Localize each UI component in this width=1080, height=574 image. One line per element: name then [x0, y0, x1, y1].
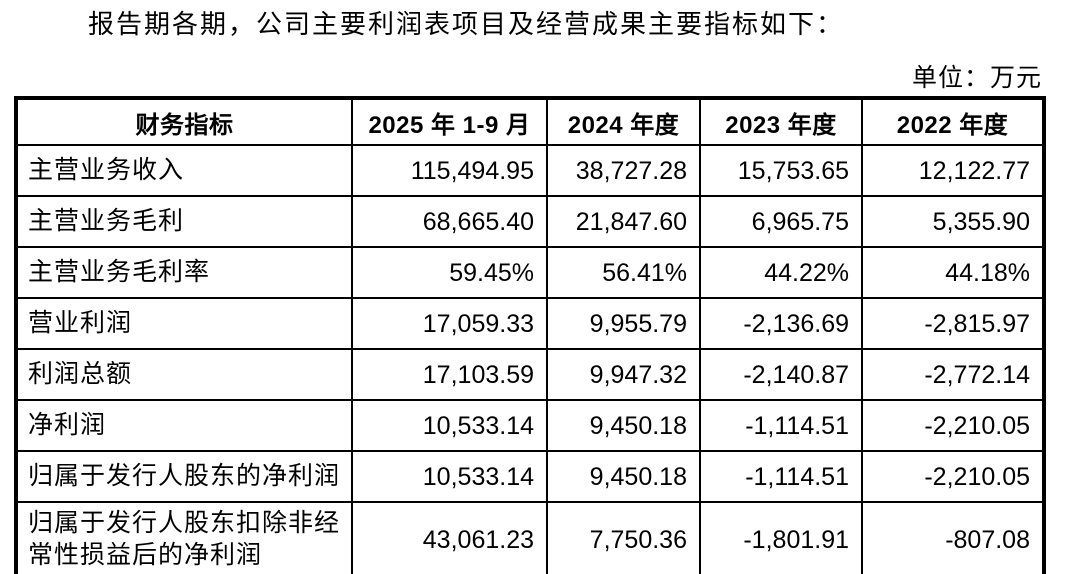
table-row: 主营业务毛利率 59.45% 56.41% 44.22% 44.18% — [15, 246, 1045, 299]
cell-value: -2,772.14 — [861, 348, 1045, 401]
cell-value: -2,136.69 — [699, 297, 863, 350]
cell-value: 9,450.18 — [546, 399, 701, 452]
cell-value: 38,727.28 — [546, 144, 701, 197]
table-row: 利润总额 17,103.59 9,947.32 -2,140.87 -2,772… — [15, 348, 1045, 401]
unit-label: 单位：万元 — [911, 65, 1042, 92]
table-row: 归属于发行人股东的净利润 10,533.14 9,450.18 -1,114.5… — [15, 450, 1045, 503]
cell-value: 44.18% — [861, 246, 1045, 299]
table-row: 净利润 10,533.14 9,450.18 -1,114.51 -2,210.… — [15, 399, 1045, 452]
table-row: 归属于发行人股东扣除非经常性损益后的净利润 43,061.23 7,750.36… — [15, 501, 1045, 574]
column-header-indicator: 财务指标 — [15, 97, 353, 146]
cell-value: 7,750.36 — [546, 501, 701, 574]
cell-value: -2,210.05 — [861, 450, 1045, 503]
column-header-2022: 2022 年度 — [861, 97, 1045, 146]
table-row: 营业利润 17,059.33 9,955.79 -2,136.69 -2,815… — [15, 297, 1045, 350]
section-heading: 报告期各期，公司主要利润表项目及经营成果主要指标如下： — [88, 10, 845, 39]
row-label: 营业利润 — [15, 297, 353, 350]
column-header-2024: 2024 年度 — [546, 97, 701, 146]
table-header-row: 财务指标 2025 年 1-9 月 2024 年度 2023 年度 2022 年… — [15, 97, 1045, 146]
cell-value: -1,801.91 — [699, 501, 863, 574]
row-label: 利润总额 — [15, 348, 353, 401]
cell-value: 56.41% — [546, 246, 701, 299]
column-header-2025-jan-sep: 2025 年 1-9 月 — [351, 97, 548, 146]
cell-value: 17,059.33 — [351, 297, 548, 350]
row-label: 归属于发行人股东的净利润 — [15, 450, 353, 503]
cell-value: -1,114.51 — [699, 399, 863, 452]
cell-value: -2,140.87 — [699, 348, 863, 401]
column-header-2023: 2023 年度 — [699, 97, 863, 146]
cell-value: 5,355.90 — [861, 195, 1045, 248]
cell-value: 9,947.32 — [546, 348, 701, 401]
row-label: 主营业务毛利 — [15, 195, 353, 248]
row-label: 主营业务毛利率 — [15, 246, 353, 299]
cell-value: 44.22% — [699, 246, 863, 299]
cell-value: 68,665.40 — [351, 195, 548, 248]
row-label: 归属于发行人股东扣除非经常性损益后的净利润 — [15, 501, 353, 574]
cell-value: 10,533.14 — [351, 399, 548, 452]
table-row: 主营业务毛利 68,665.40 21,847.60 6,965.75 5,35… — [15, 195, 1045, 248]
cell-value: 10,533.14 — [351, 450, 548, 503]
cell-value: 115,494.95 — [351, 144, 548, 197]
cell-value: 9,450.18 — [546, 450, 701, 503]
row-label: 主营业务收入 — [15, 144, 353, 197]
table-row: 主营业务收入 115,494.95 38,727.28 15,753.65 12… — [15, 144, 1045, 197]
financial-indicators-table: 财务指标 2025 年 1-9 月 2024 年度 2023 年度 2022 年… — [14, 96, 1046, 574]
row-label: 净利润 — [15, 399, 353, 452]
cell-value: 17,103.59 — [351, 348, 548, 401]
cell-value: 59.45% — [351, 246, 548, 299]
cell-value: -2,210.05 — [861, 399, 1045, 452]
cell-value: 12,122.77 — [861, 144, 1045, 197]
cell-value: 15,753.65 — [699, 144, 863, 197]
cell-value: -807.08 — [861, 501, 1045, 574]
cell-value: -1,114.51 — [699, 450, 863, 503]
cell-value: 43,061.23 — [351, 501, 548, 574]
cell-value: 21,847.60 — [546, 195, 701, 248]
cell-value: 9,955.79 — [546, 297, 701, 350]
cell-value: -2,815.97 — [861, 297, 1045, 350]
cell-value: 6,965.75 — [699, 195, 863, 248]
